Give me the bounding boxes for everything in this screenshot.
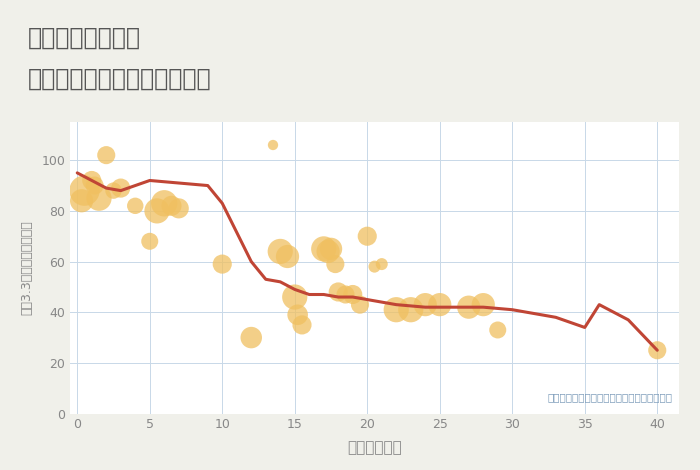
Point [323, 248, 334, 255]
Text: 円の大きさは、取引のあった物件面積を示す: 円の大きさは、取引のあった物件面積を示す [548, 392, 673, 402]
Point [274, 248, 286, 255]
Point [326, 245, 337, 253]
Point [159, 200, 170, 207]
Point [292, 311, 303, 319]
Point [289, 293, 300, 301]
Point [108, 187, 119, 195]
Point [434, 301, 445, 308]
Point [405, 306, 416, 313]
Point [492, 326, 503, 334]
Text: 千葉県市原市石塚: 千葉県市原市石塚 [28, 26, 141, 50]
Point [130, 202, 141, 210]
Point [267, 141, 279, 149]
Point [463, 304, 475, 311]
Point [296, 321, 307, 329]
Point [144, 237, 155, 245]
Point [151, 207, 162, 215]
X-axis label: 築年数（年）: 築年数（年） [347, 440, 402, 455]
Point [89, 182, 100, 189]
Point [318, 245, 330, 253]
Point [369, 263, 380, 270]
Point [79, 187, 90, 195]
Point [420, 301, 431, 308]
Point [332, 288, 344, 296]
Point [217, 260, 228, 268]
Point [86, 177, 97, 184]
Point [376, 260, 387, 268]
Point [477, 301, 489, 308]
Point [246, 334, 257, 341]
Point [330, 260, 341, 268]
Point [354, 301, 365, 308]
Point [652, 346, 663, 354]
Point [282, 253, 293, 260]
Point [93, 195, 104, 202]
Point [391, 306, 402, 313]
Text: 築年数別中古マンション価格: 築年数別中古マンション価格 [28, 67, 211, 91]
Point [347, 291, 358, 298]
Point [115, 184, 126, 192]
Point [362, 233, 373, 240]
Point [173, 204, 184, 212]
Y-axis label: 坪（3.3㎡）単価（万円）: 坪（3.3㎡）単価（万円） [20, 220, 33, 315]
Point [101, 151, 112, 159]
Point [76, 197, 88, 204]
Point [340, 291, 351, 298]
Point [166, 202, 177, 210]
